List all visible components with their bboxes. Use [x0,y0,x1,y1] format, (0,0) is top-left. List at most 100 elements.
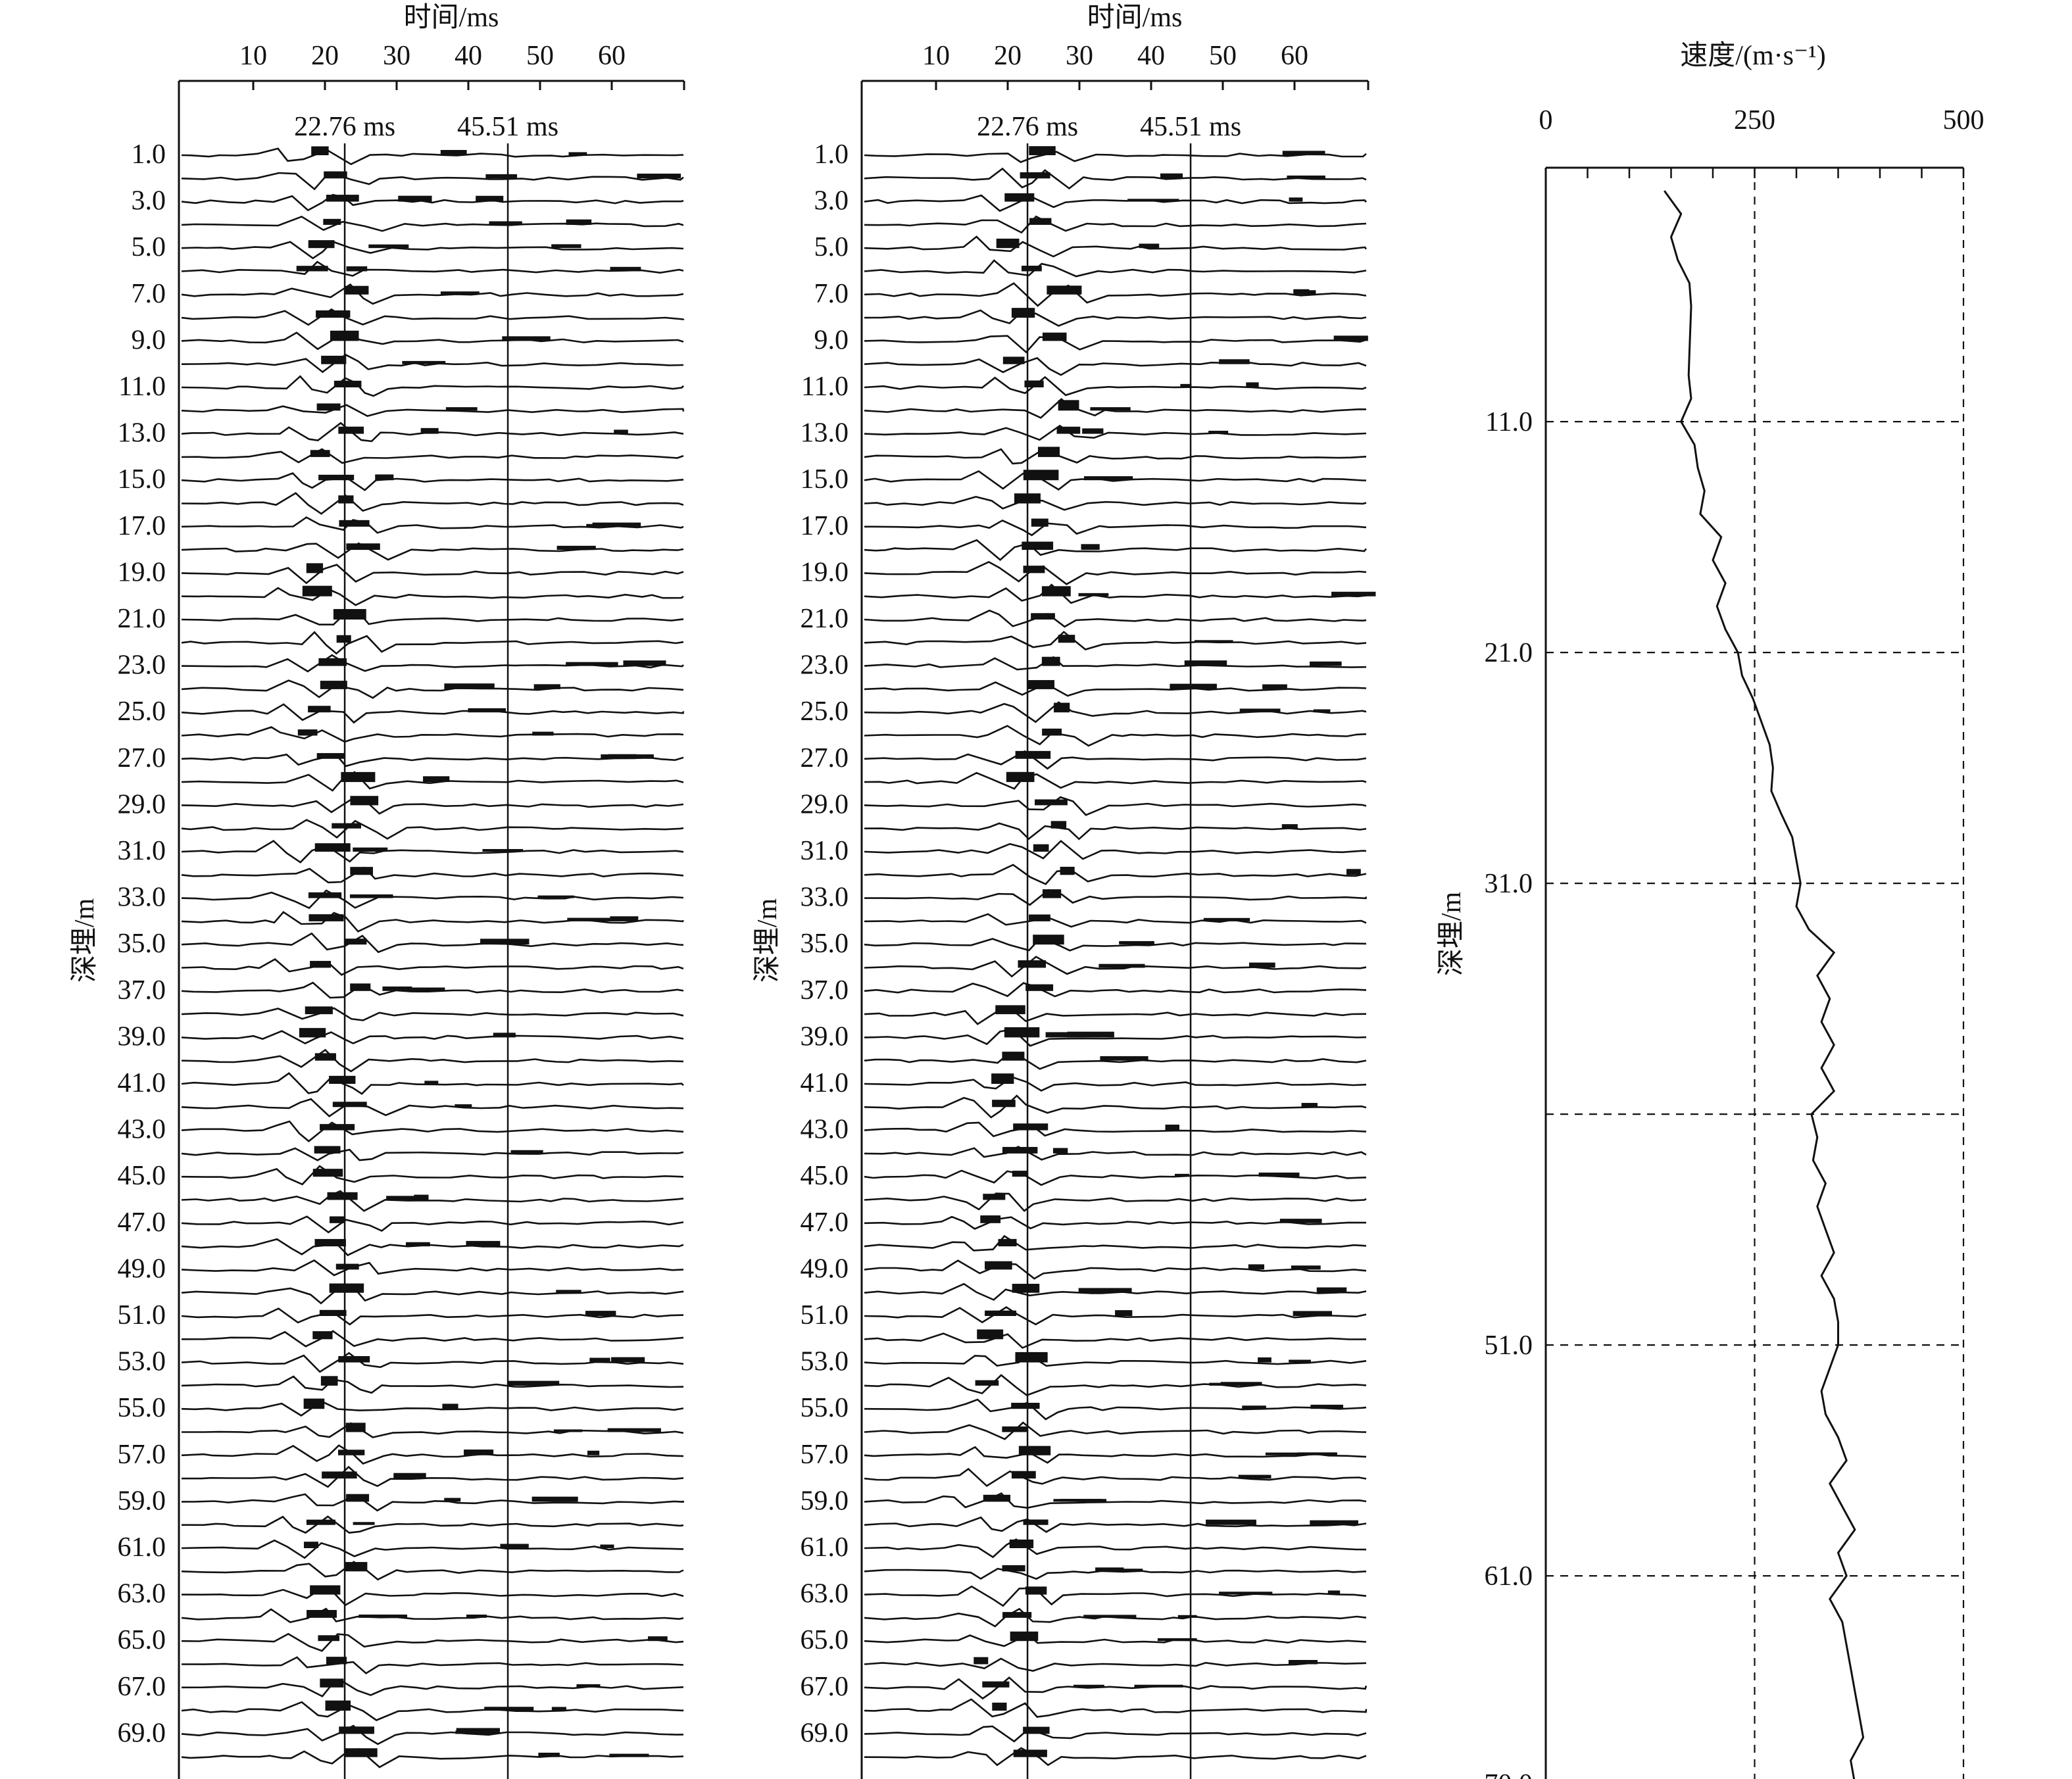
waveform-peak [1165,1125,1179,1131]
waveform-peak [329,1075,356,1084]
waveform-trace [864,839,1367,860]
waveform-peak [567,917,613,921]
waveform-trace [864,1234,1367,1252]
waveform-peak [998,1238,1017,1247]
waveform-peak [485,174,518,179]
waveform-peak [1042,728,1062,736]
waveform-peak [1293,289,1310,295]
waveform-trace [181,1190,684,1212]
waveform-peak [1184,660,1227,666]
waveform-peak [1327,1590,1341,1595]
waveform-peak [1033,935,1064,945]
waveform-peak [402,360,446,364]
waveform-trace [181,422,684,443]
waveform-peak [1015,750,1051,759]
waveform-peak [326,1657,347,1665]
waveform-peak [585,1311,616,1316]
waveform-trace [181,492,684,515]
waveform-peak [316,310,351,318]
depth-tick-label: 19.0 [801,557,849,587]
waveform-trace [864,864,1367,885]
waveform-peak [1134,1684,1183,1688]
waveform-trace [181,981,684,999]
waveform-peak [1067,1031,1114,1038]
waveform-peak [1023,1519,1048,1525]
waveform-peak [320,1678,344,1688]
waveform-trace [864,913,1367,928]
waveform-peak [1041,586,1071,597]
waveform-peak [440,150,467,155]
waveform-trace [181,1259,684,1277]
waveform-peak [985,1261,1012,1270]
waveform-peak [318,1635,340,1642]
waveform-trace [864,1698,1368,1718]
waveform-trace [181,1072,684,1095]
waveform-peak [335,1263,359,1270]
waveform-trace [864,750,1367,770]
depth-tick-label: 13.0 [801,418,849,449]
depth-tick-label: 39.0 [118,1021,166,1052]
waveform-trace [864,448,1367,465]
waveform-peak [1095,1567,1124,1572]
waveform-peak [345,1423,366,1432]
waveform-peak [303,1398,325,1409]
waveform-peak [338,426,364,434]
depth-tick-label: 15.0 [801,464,849,495]
waveform-peak [609,1753,649,1757]
waveform-peak [537,895,574,898]
waveform-peak [1289,1359,1311,1363]
depth-tick-label: 13.0 [118,418,166,449]
depth-tick-label: 17.0 [801,511,849,541]
waveform-trace [864,1121,1367,1138]
depth-tick-label: 27.0 [118,743,166,773]
depth-tick-label: 29.0 [801,789,849,819]
waveform-trace [181,240,684,260]
waveform-trace [864,1607,1367,1628]
waveform-peak [308,706,331,713]
depth-tick-label: 45.0 [118,1161,166,1191]
waveform-peak [1090,407,1131,411]
waveform-trace [864,309,1367,327]
waveform-trace [181,171,684,191]
waveform-trace [864,1192,1367,1212]
waveform-peak [1009,1539,1034,1548]
waveform-peak [442,1403,458,1409]
waveform-peak [553,1429,583,1432]
waveform-peak [332,1102,367,1108]
waveform-peak [466,1614,487,1618]
waveform-trace [864,1354,1367,1367]
waveform-peak [1060,866,1075,875]
waveform-trace [864,519,1367,537]
waveform-trace [864,1421,1367,1440]
depth-tick-label: 51.0 [801,1300,849,1330]
waveform-peak [1287,175,1325,179]
depth-tick-label: 7.0 [814,279,849,309]
waveform-peak [1023,1726,1050,1734]
waveform-peak [406,1242,430,1247]
x-tick-label: 20 [994,41,1022,71]
waveform-trace [181,1747,684,1768]
waveform-peak [297,729,318,736]
waveform-trace [181,448,684,464]
x-tick-label: 20 [311,41,339,71]
x-axis-title: 时间/ms [404,3,499,33]
waveform-peak [601,754,654,759]
waveform-trace [181,1284,684,1305]
waveform-peak [455,1730,499,1734]
waveform-peak [333,380,362,387]
depth-tick-label: 1.0 [132,139,166,170]
waveform-peak [1045,1032,1087,1038]
waveform-peak [320,1376,338,1386]
waveform-trace [864,1633,1367,1647]
depth-tick-label: 33.0 [118,883,166,913]
depth-tick-label: 57.0 [118,1440,166,1470]
waveform-peak [974,1657,989,1665]
waveform-trace [181,866,684,884]
waveform-peak [303,1542,318,1548]
waveform-peak [1023,470,1059,481]
waveform-trace [182,1465,684,1488]
waveform-peak [623,660,666,666]
waveform-trace [181,564,684,585]
waveform-peak [314,1238,346,1247]
waveform-peak [566,219,592,225]
